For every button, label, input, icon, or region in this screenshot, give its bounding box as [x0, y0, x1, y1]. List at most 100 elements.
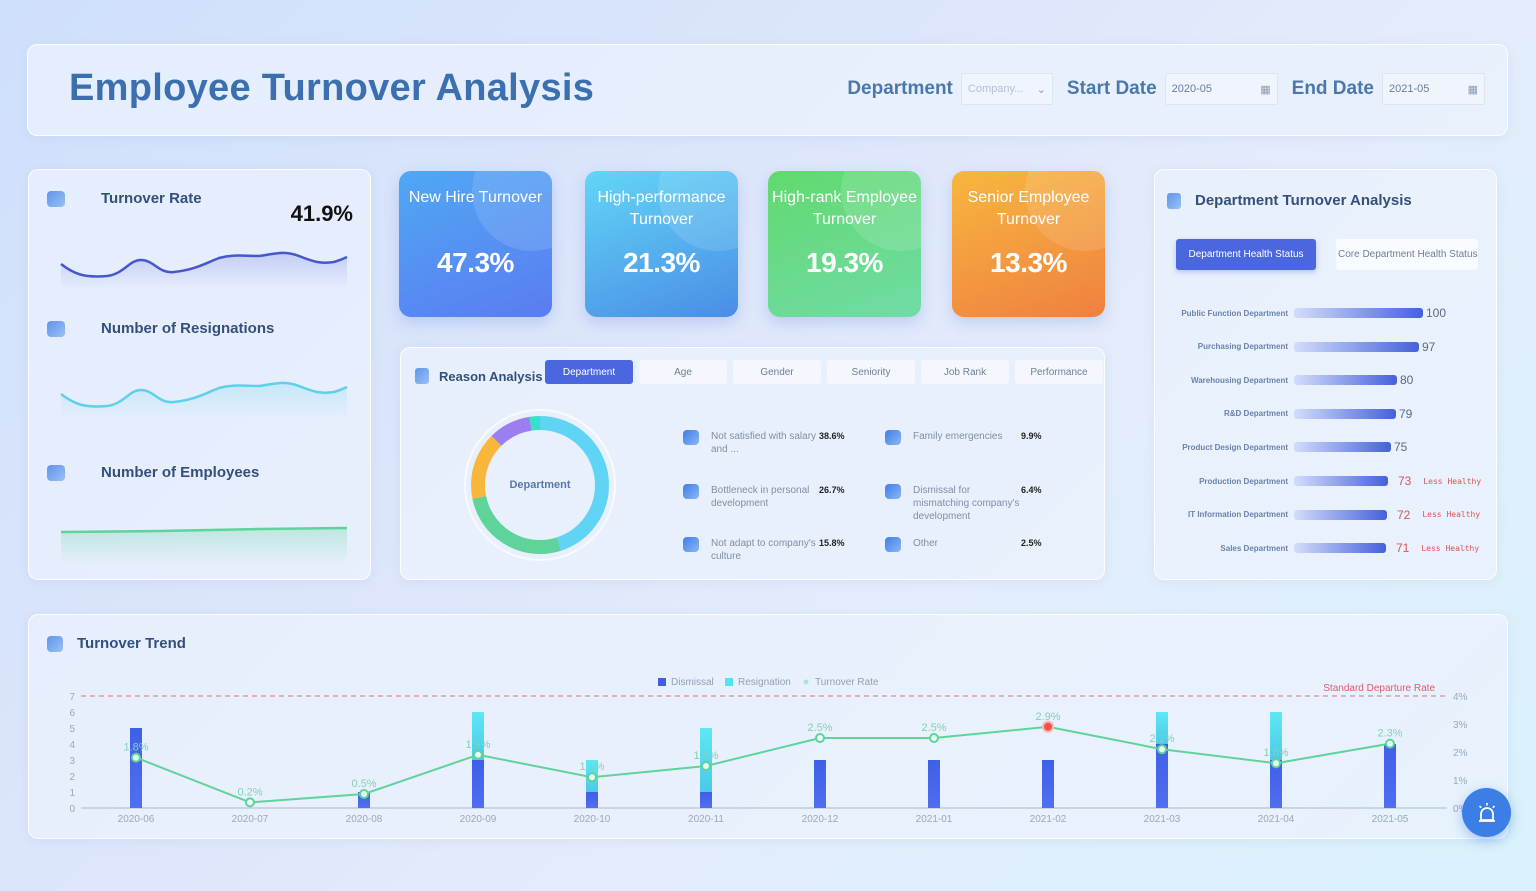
donut-segment: [471, 416, 609, 554]
department-name: Sales Department: [1220, 543, 1288, 553]
reason-text: Not satisfied with salary and ...: [711, 431, 817, 455]
reason-item: Other 2.5%: [885, 537, 1042, 552]
employees-metric: Number of Employees: [47, 464, 259, 481]
x-axis-tick: 2021-03: [1144, 814, 1181, 825]
turnover-trend-heading: Turnover Trend: [47, 635, 186, 652]
department-analysis-heading: Department Turnover Analysis: [1167, 192, 1412, 209]
donut-center-label: Department: [509, 479, 570, 491]
turnover-rate-label: 2.1%: [1149, 733, 1174, 745]
calendar-icon[interactable]: ▦: [1467, 83, 1478, 96]
turnover-rate-sparkline: [60, 251, 348, 290]
turnover-rate-point[interactable]: [245, 797, 255, 808]
turnover-rate-point[interactable]: [701, 761, 711, 771]
turnover-rate-label: 2.3%: [1377, 728, 1402, 740]
tab-core-department-health[interactable]: Core Department Health Status: [1336, 239, 1478, 270]
turnover-rate-point[interactable]: [929, 733, 939, 743]
turnover-rate-point[interactable]: [359, 789, 369, 799]
y-axis-tick: 5: [69, 724, 75, 735]
tab-department[interactable]: Department: [545, 360, 633, 384]
reason-text: Other: [913, 538, 939, 549]
kpi-label: High-rank Employee Turnover: [772, 189, 917, 228]
department-score: 97: [1422, 339, 1436, 354]
reason-value: 2.5%: [1021, 538, 1042, 548]
turnover-trend-title: Turnover Trend: [77, 635, 186, 652]
turnover-rate-point[interactable]: [587, 772, 597, 783]
reason-value: 9.9%: [1021, 431, 1042, 441]
donut-segment: [471, 416, 609, 554]
department-score: 71: [1396, 541, 1410, 556]
department-name: IT Information Department: [1187, 510, 1288, 520]
calendar-icon[interactable]: ▦: [1260, 83, 1271, 96]
x-axis-tick: 2020-10: [574, 814, 611, 825]
turnover-rate-point[interactable]: [815, 733, 825, 743]
department-select[interactable]: Company... ⌄: [960, 73, 1053, 105]
dismissal-bar: [1156, 744, 1168, 808]
tab-seniority[interactable]: Seniority: [827, 360, 915, 384]
department-row: Sales Department 71 Less Healthy: [1155, 541, 1498, 555]
legend-resignation[interactable]: Resignation: [738, 677, 791, 688]
department-row: Production Department 73 Less Healthy: [1155, 474, 1498, 488]
kpi-label: High-performance Turnover: [597, 189, 726, 228]
tab-job-rank[interactable]: Job Rank: [921, 360, 1009, 384]
turnover-trend-panel: Turnover Trend Dismissal Resignation Turno…: [28, 614, 1508, 839]
turnover-rate-point[interactable]: [1042, 720, 1054, 733]
chevron-down-icon: ⌄: [1036, 83, 1046, 96]
y-axis-tick: 7: [69, 692, 75, 703]
turnover-rate-point[interactable]: [1157, 744, 1167, 755]
reason-value: 6.4%: [1021, 485, 1042, 495]
y2-axis-tick: 2%: [1453, 748, 1468, 759]
dismissal-bar: [130, 728, 142, 808]
kpi-value: 21.3%: [623, 247, 700, 278]
reason-item: Not adapt to company's culture 15.8%: [683, 537, 845, 563]
y2-axis-tick: 0%: [1453, 804, 1468, 815]
y2-axis-tick: 1%: [1453, 776, 1468, 787]
chart-icon: [47, 635, 63, 652]
alarm-button[interactable]: [1462, 788, 1511, 837]
donut-segment: [471, 416, 609, 554]
resignations-sparkline: [60, 381, 348, 420]
department-select-placeholder: Company...: [967, 83, 1024, 95]
legend-dismissal[interactable]: Dismissal: [671, 677, 714, 688]
turnover-rate-point[interactable]: [1385, 738, 1395, 749]
tab-gender[interactable]: Gender: [733, 360, 821, 384]
department-bar: [1294, 308, 1423, 318]
health-warning: Less Healthy: [1423, 476, 1482, 486]
department-row: IT Information Department 72 Less Healthy: [1155, 508, 1498, 522]
reason-item: Bottleneck in personal development 26.7%: [683, 484, 845, 510]
briefcase-icon: [885, 484, 901, 499]
resignations-metric: Number of Resignations: [47, 320, 274, 337]
department-analysis-title: Department Turnover Analysis: [1195, 192, 1412, 209]
reason-value: 15.8%: [819, 538, 845, 548]
alarm-icon: [1478, 802, 1495, 822]
turnover-rate-line: [135, 725, 1391, 804]
department-row: Public Function Department 100: [1155, 306, 1498, 320]
turnover-rate-point[interactable]: [131, 752, 141, 763]
reason-text: Bottleneck in personal development: [711, 485, 810, 509]
document-icon: [1167, 192, 1181, 209]
turnover-rate-label: 1.9%: [465, 739, 490, 751]
start-date-input[interactable]: 2020-05 ▦: [1164, 73, 1278, 105]
turnover-rate-label: 1.8%: [123, 742, 148, 754]
turnover-trend-chart: Dismissal Resignation Turnover Rate 0 1 2 3 4 5 6…: [69, 677, 1468, 825]
tab-age[interactable]: Age: [639, 360, 727, 384]
turnover-rate-point[interactable]: [473, 749, 483, 760]
turnover-rate-point[interactable]: [1271, 758, 1281, 769]
y-axis-tick: 1: [69, 788, 75, 799]
y-axis-tick: 2: [69, 772, 75, 783]
employees-sparkline: [60, 526, 348, 565]
tab-department-health[interactable]: Department Health Status: [1176, 239, 1316, 270]
tab-performance[interactable]: Performance: [1015, 360, 1103, 384]
legend-turnover-rate[interactable]: Turnover Rate: [815, 677, 879, 688]
end-date-input[interactable]: 2021-05 ▦: [1382, 73, 1485, 105]
page-title: Employee Turnover Analysis: [69, 67, 595, 109]
department-bar: [1294, 476, 1388, 486]
x-axis-tick: 2020-08: [346, 814, 383, 825]
filter-bar: Department Company... ⌄ Start Date 2020-…: [841, 73, 1485, 105]
department-score: 100: [1426, 306, 1447, 320]
department-score: 75: [1394, 440, 1408, 455]
department-tabs: Department Health Status Core Department…: [1176, 239, 1478, 270]
department-bar: [1294, 543, 1386, 554]
x-axis-tick: 2020-07: [232, 814, 269, 825]
kpi-value: 13.3%: [990, 247, 1067, 278]
department-row: Product Design Department 75: [1155, 440, 1498, 454]
